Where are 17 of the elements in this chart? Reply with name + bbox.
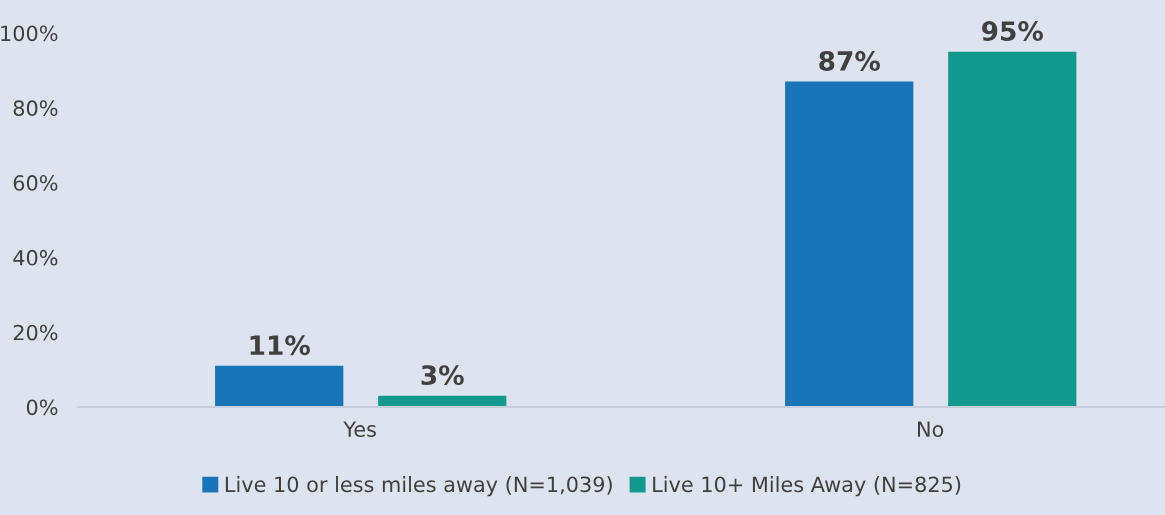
legend-label: Live 10+ Miles Away (N=825) xyxy=(653,476,961,497)
y-tick-label: 60% xyxy=(13,175,58,191)
text: 3% xyxy=(421,365,464,386)
x-tick-label: Yes xyxy=(343,421,376,438)
text: 95% xyxy=(982,21,1043,42)
legend-label: Live 10 or less miles away (N=1,039) xyxy=(225,476,612,497)
bar xyxy=(948,51,1077,407)
y-tick-label: 80% xyxy=(13,100,58,117)
text: 87% xyxy=(819,50,880,71)
text: 11% xyxy=(250,335,310,356)
y-tick-label: 40% xyxy=(13,249,58,266)
y-tick-label: 100% xyxy=(1,25,58,42)
y-tick-label: 20% xyxy=(13,324,58,341)
x-tick-label: No xyxy=(918,421,944,438)
bar xyxy=(215,365,344,407)
bar xyxy=(785,81,914,407)
y-tick-label: 0% xyxy=(26,399,58,416)
